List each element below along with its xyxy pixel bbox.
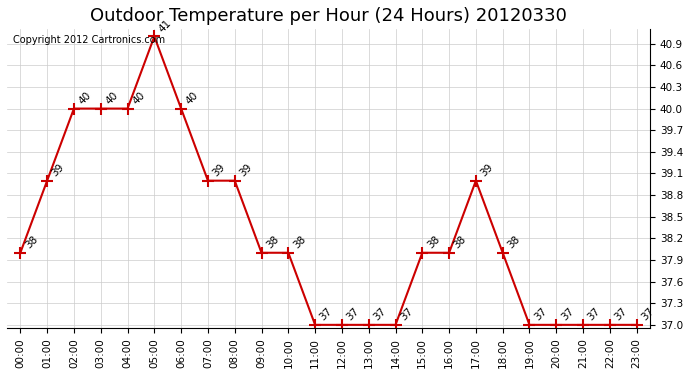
Text: 38: 38 [452,234,469,250]
Text: 37: 37 [559,306,575,322]
Text: 40: 40 [77,90,93,106]
Text: 37: 37 [318,306,335,322]
Text: 37: 37 [398,306,415,322]
Text: 38: 38 [291,234,308,250]
Text: 39: 39 [50,162,66,178]
Text: 37: 37 [613,306,629,322]
Text: 40: 40 [130,90,147,106]
Text: 37: 37 [640,306,656,322]
Text: 41: 41 [157,18,174,34]
Text: Copyright 2012 Cartronics.com: Copyright 2012 Cartronics.com [13,35,166,45]
Text: 40: 40 [104,90,120,106]
Text: 39: 39 [210,162,227,178]
Text: 37: 37 [532,306,549,322]
Text: 37: 37 [371,306,388,322]
Text: 37: 37 [345,306,361,322]
Text: 38: 38 [425,234,442,250]
Text: 39: 39 [237,162,254,178]
Text: 40: 40 [184,90,200,106]
Text: 38: 38 [23,234,39,250]
Text: 39: 39 [479,162,495,178]
Title: Outdoor Temperature per Hour (24 Hours) 20120330: Outdoor Temperature per Hour (24 Hours) … [90,7,567,25]
Text: 38: 38 [264,234,281,250]
Text: 37: 37 [586,306,602,322]
Text: 38: 38 [506,234,522,250]
